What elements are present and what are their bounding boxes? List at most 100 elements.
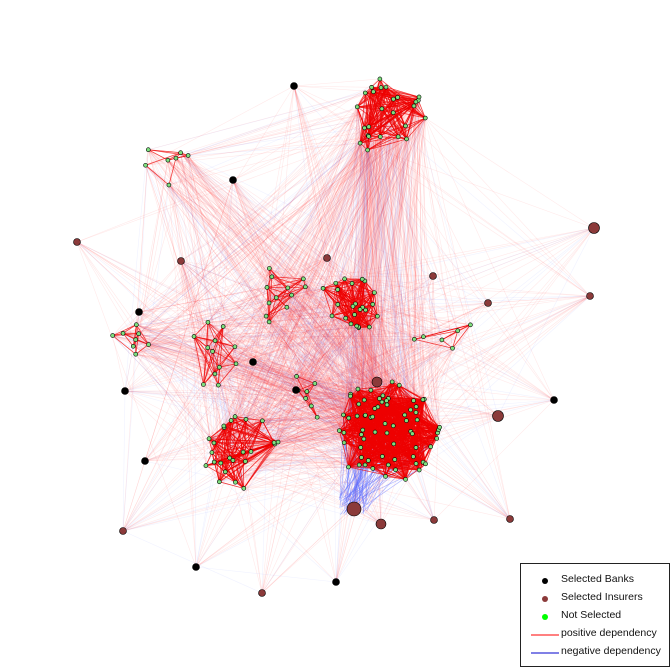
positive-edge bbox=[413, 105, 459, 331]
negative-edge bbox=[122, 390, 126, 532]
not-selected-node bbox=[243, 416, 249, 422]
positive-edge bbox=[213, 142, 361, 463]
positive-edge bbox=[124, 390, 221, 464]
positive-edge bbox=[277, 287, 289, 443]
positive-edge bbox=[180, 152, 389, 399]
positive-edge bbox=[175, 157, 359, 390]
positive-edge bbox=[386, 125, 406, 401]
positive-edge bbox=[293, 78, 380, 87]
positive-edge bbox=[337, 304, 358, 327]
negative-edge bbox=[356, 106, 375, 293]
positive-edge bbox=[208, 117, 426, 439]
positive-edge bbox=[363, 381, 393, 440]
positive-edge bbox=[112, 335, 424, 338]
positive-edge bbox=[136, 321, 208, 326]
positive-edge bbox=[234, 416, 263, 594]
positive-edge bbox=[287, 257, 328, 289]
positive-edge bbox=[180, 260, 359, 405]
positive-edge bbox=[212, 351, 351, 395]
positive-edge bbox=[298, 336, 424, 391]
positive-edge bbox=[175, 157, 365, 401]
positive-edge bbox=[367, 135, 434, 277]
positive-edge bbox=[138, 309, 361, 334]
positive-edge bbox=[359, 78, 381, 144]
positive-edge bbox=[393, 105, 415, 114]
not-selected-node bbox=[403, 477, 408, 482]
positive-edge bbox=[220, 136, 399, 464]
positive-edge bbox=[265, 87, 372, 317]
positive-edge bbox=[371, 87, 411, 410]
negative-edge bbox=[367, 149, 411, 410]
positive-edge bbox=[232, 179, 360, 405]
negative-edge bbox=[232, 179, 324, 289]
positive-edge bbox=[167, 159, 499, 417]
positive-edge bbox=[356, 399, 365, 417]
not-selected-node bbox=[275, 439, 281, 445]
positive-edge bbox=[368, 126, 555, 401]
negative-edge bbox=[168, 184, 247, 420]
positive-edge bbox=[138, 287, 268, 313]
positive-edge bbox=[306, 117, 426, 392]
bank-node bbox=[141, 457, 149, 465]
positive-edge bbox=[218, 315, 333, 386]
positive-edge bbox=[223, 117, 426, 428]
positive-edge bbox=[293, 85, 375, 293]
positive-edge bbox=[368, 125, 406, 137]
negative-edge bbox=[296, 105, 415, 377]
positive-edge bbox=[223, 282, 337, 428]
positive-edge bbox=[214, 340, 375, 409]
negative-edge bbox=[148, 108, 383, 345]
positive-edge bbox=[268, 302, 387, 401]
negative-edge bbox=[138, 333, 389, 399]
negative-edge bbox=[261, 276, 273, 594]
positive-edge bbox=[148, 257, 328, 345]
not-selected-node bbox=[411, 398, 416, 403]
positive-edge bbox=[243, 441, 279, 489]
positive-edge bbox=[368, 135, 407, 140]
positive-edge bbox=[207, 322, 216, 341]
positive-edge bbox=[175, 158, 224, 327]
positive-edge bbox=[135, 288, 324, 355]
positive-edge bbox=[359, 143, 378, 383]
negative-edge bbox=[76, 241, 216, 375]
positive-edge bbox=[361, 279, 366, 311]
positive-edge bbox=[381, 117, 426, 403]
positive-edge bbox=[371, 87, 591, 297]
not-selected-node bbox=[357, 307, 363, 312]
positive-edge bbox=[268, 92, 366, 323]
positive-edge bbox=[331, 303, 373, 317]
negative-edge bbox=[348, 127, 365, 419]
positive-edge bbox=[234, 317, 346, 417]
positive-edge bbox=[433, 399, 555, 521]
not-selected-node bbox=[434, 436, 440, 441]
positive-edge bbox=[193, 101, 417, 337]
positive-edge bbox=[306, 318, 346, 392]
positive-edge bbox=[235, 86, 387, 483]
positive-edge bbox=[232, 78, 381, 181]
positive-edge bbox=[370, 108, 383, 418]
negative-edge bbox=[180, 260, 369, 461]
negative-edge bbox=[413, 295, 591, 457]
positive-edge bbox=[268, 321, 344, 416]
positive-edge bbox=[306, 78, 381, 392]
positive-edge bbox=[356, 106, 370, 137]
positive-edge bbox=[135, 278, 304, 340]
negative-edge bbox=[268, 302, 359, 329]
not-selected-node bbox=[266, 300, 272, 306]
positive-edge bbox=[194, 336, 415, 340]
positive-edge bbox=[359, 309, 370, 328]
positive-edge bbox=[265, 315, 384, 396]
positive-edge bbox=[274, 304, 339, 445]
positive-edge bbox=[180, 152, 306, 288]
positive-edge bbox=[297, 325, 357, 391]
negative-edge bbox=[213, 442, 360, 466]
negative-edge bbox=[262, 415, 358, 422]
positive-edge bbox=[230, 420, 275, 443]
negative-edge bbox=[305, 398, 355, 510]
positive-edge bbox=[423, 118, 426, 337]
positive-edge bbox=[356, 87, 372, 108]
positive-edge bbox=[148, 330, 458, 345]
positive-edge bbox=[242, 108, 383, 453]
positive-edge bbox=[245, 105, 415, 420]
positive-edge bbox=[235, 136, 369, 364]
